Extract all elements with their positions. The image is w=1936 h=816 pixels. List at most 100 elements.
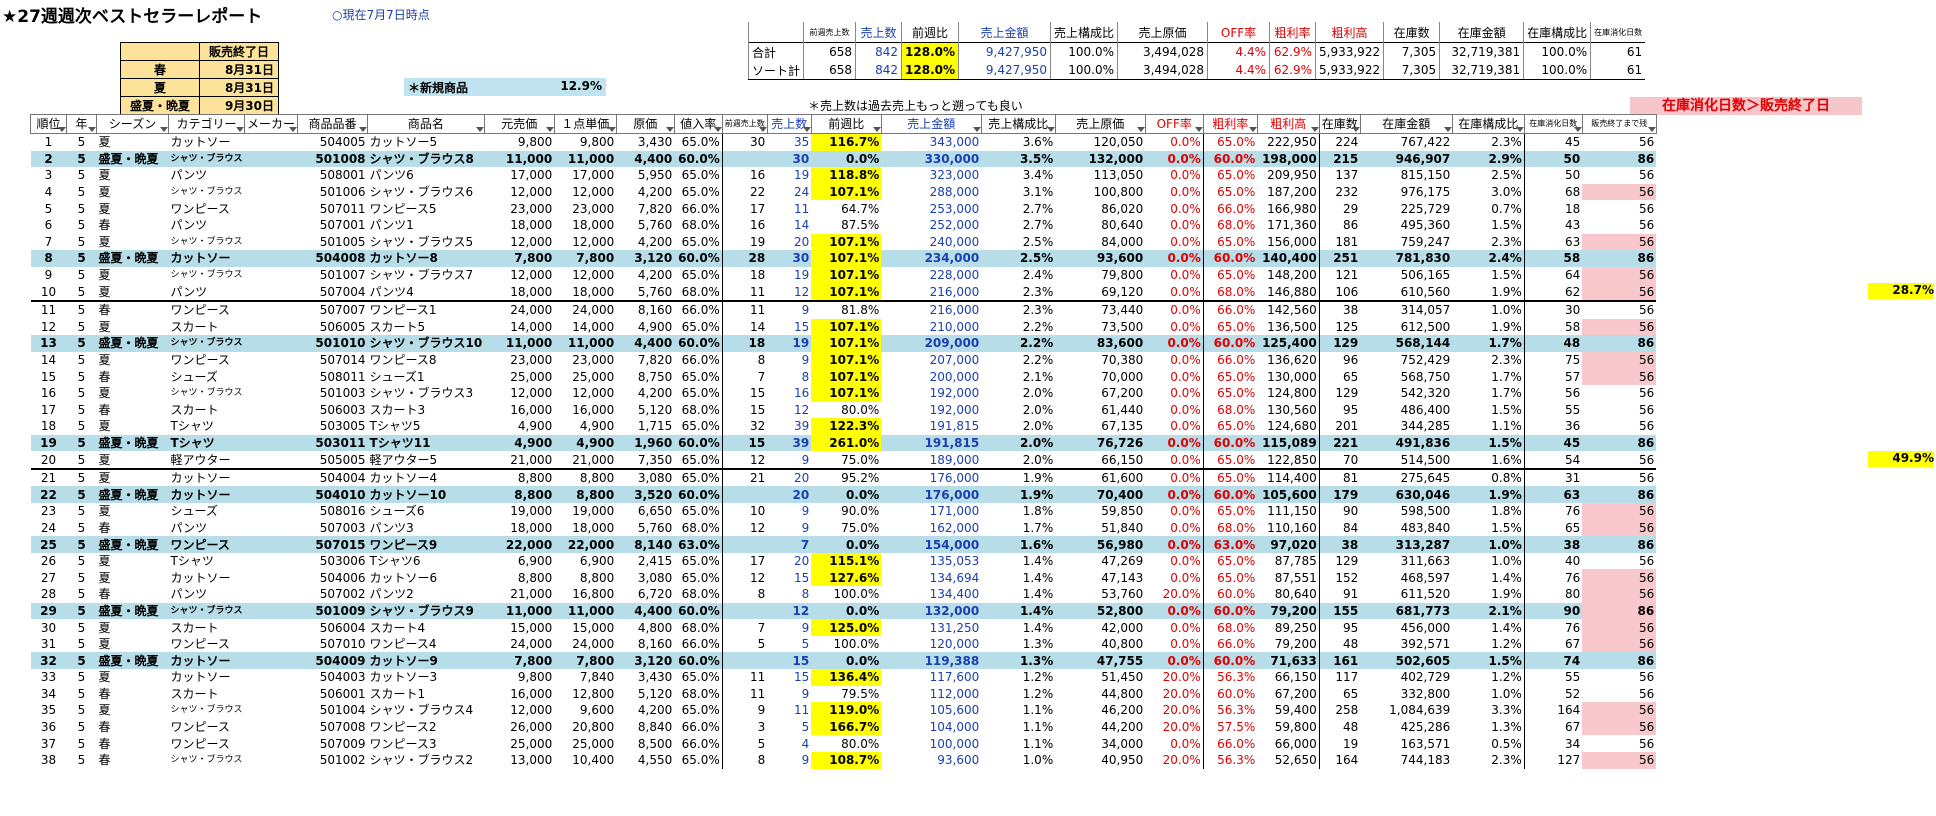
table-cell: 60.0% [1203,434,1258,452]
column-header[interactable]: 元売価 [483,114,555,134]
filter-dropdown-icon[interactable] [58,127,66,132]
filter-dropdown-icon[interactable] [972,127,981,132]
table-cell: 65.0% [1217,135,1256,150]
column-header[interactable]: OFF率 [1144,114,1204,134]
filter-dropdown-icon[interactable] [1443,127,1452,132]
column-header[interactable]: メーカー [244,114,299,134]
column-header[interactable]: シーズン [96,114,169,134]
table-cell: 5 [77,670,86,685]
column-header[interactable]: 売上原価 [1054,114,1146,134]
table-cell: 506005 [319,319,366,334]
table-cell: 60.0% [674,150,723,168]
table-cell: パンツ [170,168,208,183]
filter-dropdown-icon[interactable] [289,127,297,132]
table-cell: 12,000 [572,185,615,200]
column-header[interactable]: 在庫数 [1318,114,1361,134]
filter-dropdown-icon[interactable] [1310,127,1319,132]
column-header[interactable]: 在庫消化日数 [1523,114,1583,134]
column-header[interactable]: 販売終了まで残 [1581,114,1657,134]
table-cell: 1.4% [1022,570,1054,585]
table-cell: 129 [1335,386,1359,401]
filter-dropdown-icon[interactable] [1194,127,1203,132]
table-cell: 136,620 [1257,351,1320,369]
column-header[interactable]: 順位 [30,114,67,134]
table-cell: 20.0% [1145,685,1204,703]
table-cell: 23,000 [510,353,553,368]
column-header[interactable]: １点単価 [553,114,617,134]
filter-dropdown-icon[interactable] [1647,127,1656,132]
filter-dropdown-icon[interactable] [359,127,367,132]
filter-dropdown-icon[interactable] [758,127,767,132]
table-cell: 盛夏・晩夏 [96,536,169,553]
filter-dropdown-icon[interactable] [1351,127,1360,132]
table-cell [245,267,298,284]
summary-header-cell: 売上金額 [958,22,1051,43]
column-header[interactable]: 売上金額 [880,114,982,134]
column-header[interactable]: 商品品番 [297,114,369,134]
table-row: 34 5 春 スカート 506001 スカート1 16,000 12,800 5,120 68.0… [31,685,1657,703]
filter-dropdown-icon[interactable] [1248,127,1257,132]
table-cell: 56.3% [1217,670,1256,685]
table-cell: 5 [77,386,86,401]
column-header[interactable]: 前週売上数 [721,114,768,134]
table-cell: 119,388 [881,652,982,669]
filter-dropdown-icon[interactable] [713,127,722,132]
table-cell: 36 [40,720,57,735]
filter-dropdown-icon[interactable] [872,127,881,132]
table-cell: 2.2% [981,335,1056,352]
column-header[interactable]: 売上構成比 [980,114,1056,134]
column-header-label: シーズン [108,117,157,131]
table-cell: 18,000 [572,218,615,233]
table-cell: カットソー8 [367,250,485,267]
filter-dropdown-icon[interactable] [1136,127,1145,132]
table-cell: 3,120 [616,652,675,669]
summary-cell: 100.0% [1049,42,1118,61]
filter-dropdown-icon[interactable] [607,127,616,132]
filter-dropdown-icon[interactable] [475,127,484,132]
table-row: 22 5 盛夏・晩夏 カットソー 504010 カットソー10 8,800 8,800 3,52… [30,486,1657,504]
table-cell: スカート [170,686,219,701]
filter-dropdown-icon[interactable] [802,127,811,132]
table-cell: 8,160 [616,299,675,319]
table-cell: 483,840 [1400,520,1451,535]
table-cell: 0.0% [1145,133,1204,151]
table-cell: 56 [1638,218,1655,233]
filter-dropdown-icon[interactable] [1573,127,1582,132]
column-header-label: 売上金額 [907,117,956,131]
table-cell: 64.7% [841,201,880,216]
column-header[interactable]: 年 [66,114,97,134]
column-header[interactable]: 商品名 [367,114,485,134]
table-cell: 56 [1582,569,1657,587]
filter-dropdown-icon[interactable] [236,127,244,132]
column-header[interactable]: 売上数 [766,114,812,134]
table-cell: パンツ2 [369,587,414,602]
table-cell: 50 [1524,150,1583,168]
column-header[interactable]: 在庫構成比 [1451,114,1525,134]
filter-dropdown-icon[interactable] [545,127,554,132]
column-header[interactable]: 在庫金額 [1359,114,1453,134]
table-cell [245,669,298,686]
filter-dropdown-icon[interactable] [1515,127,1524,132]
column-header[interactable]: カテゴリー [167,114,246,134]
table-cell: Tシャツ [170,554,214,569]
table-cell: 253,000 [929,201,980,216]
table-cell: 66,000 [1257,735,1320,752]
column-header[interactable]: 値入率 [673,114,723,134]
table-cell: 508011 [319,369,366,384]
table-cell: 504009 [297,652,368,669]
filter-dropdown-icon[interactable] [88,127,96,132]
table-cell: カットソー3 [369,670,438,685]
column-header[interactable]: 原価 [615,114,675,134]
filter-dropdown-icon[interactable] [160,127,168,132]
table-cell: 1.5% [1452,434,1525,452]
column-header[interactable]: 前週比 [810,114,882,134]
column-header[interactable]: 粗利率 [1202,114,1258,134]
table-cell: 5 [77,402,86,417]
table-cell: 23,000 [572,201,615,216]
table-cell: シャツ・ブラウス [170,705,243,716]
filter-dropdown-icon[interactable] [665,127,674,132]
table-cell: 87,551 [1257,569,1320,587]
table-cell: 60.0% [1217,686,1256,701]
filter-dropdown-icon[interactable] [1046,127,1055,132]
column-header[interactable]: 粗利高 [1256,114,1320,134]
